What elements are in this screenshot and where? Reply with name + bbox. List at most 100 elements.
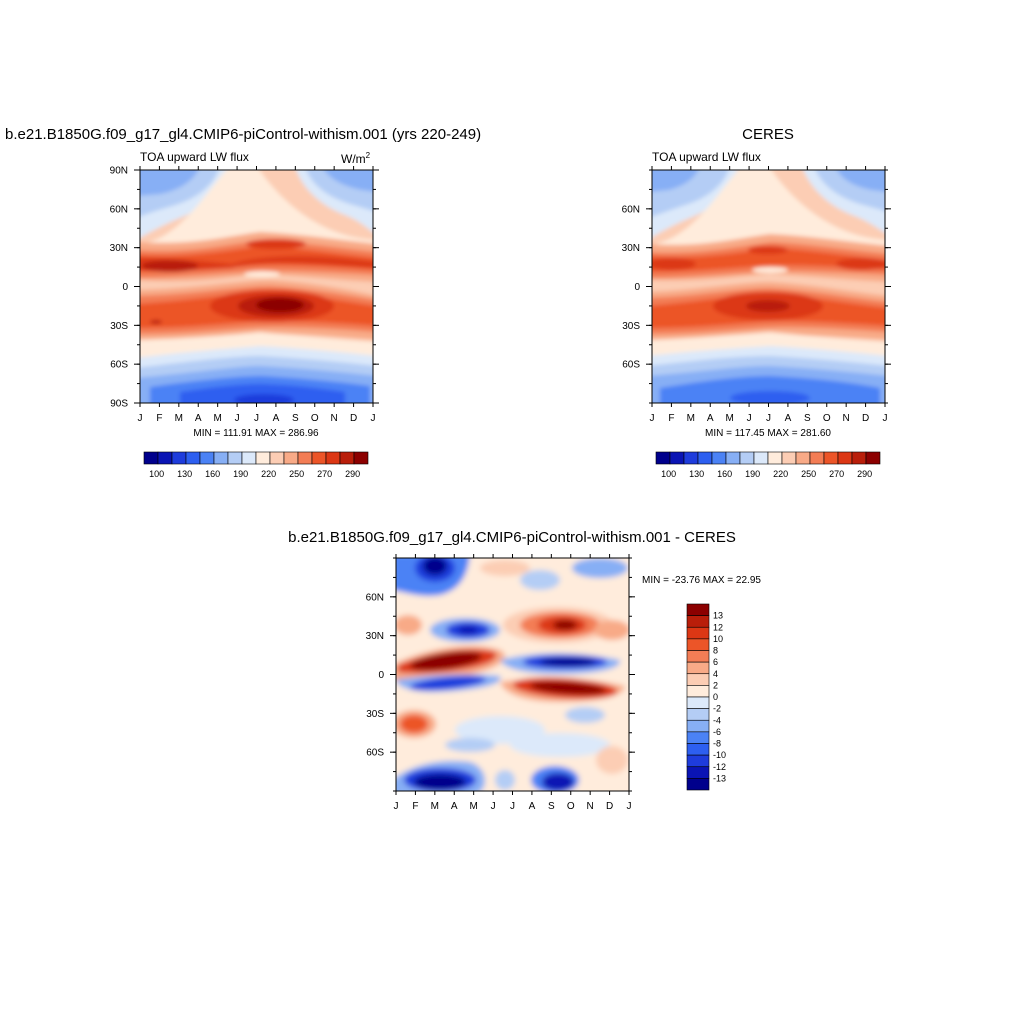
model-title: b.e21.B1850G.f09_g17_gl4.CMIP6-piControl… — [5, 126, 481, 143]
colorbar-label: -8 — [713, 739, 721, 749]
colorbar-swatch — [686, 719, 710, 733]
colorbar-swatch — [353, 451, 369, 465]
colorbar-label: 8 — [713, 646, 718, 656]
colorbar-swatch — [241, 451, 257, 465]
diff-contour-field — [396, 558, 629, 791]
x-tick-label: J — [394, 801, 399, 812]
y-tick-label: 30N — [622, 243, 640, 254]
x-tick-label: J — [883, 413, 888, 424]
colorbar-swatch — [686, 615, 710, 628]
x-tick-label: O — [567, 801, 575, 812]
y-tick-label: 0 — [378, 670, 384, 681]
x-tick-label: M — [687, 413, 695, 424]
model-minmax: MIN = 111.91 MAX = 286.96 — [193, 428, 319, 439]
colorbar-swatch — [311, 451, 327, 465]
colorbar-swatch — [185, 451, 201, 465]
x-tick-label: O — [311, 413, 319, 424]
x-tick-label: N — [587, 801, 594, 812]
diff-minmax: MIN = -23.76 MAX = 22.95 — [642, 575, 761, 586]
model-colorbar: 100 130 160 190 220 250 270 290 — [143, 451, 369, 479]
x-tick-label: J — [138, 413, 143, 424]
obs-left-label: TOA upward LW flux — [652, 150, 761, 164]
x-tick-label: M — [213, 413, 221, 424]
colorbar-label: 290 — [345, 469, 360, 479]
x-tick-label: A — [195, 413, 202, 424]
colorbar-swatch — [686, 708, 710, 721]
colorbar-swatch — [686, 743, 710, 756]
colorbar-swatch — [686, 626, 710, 640]
colorbar-swatch — [143, 451, 159, 465]
colorbar-swatch — [297, 451, 313, 465]
colorbar-label: 100 — [149, 469, 164, 479]
x-tick-label: N — [331, 413, 338, 424]
colorbar-swatch — [686, 685, 710, 698]
colorbar-label: 100 — [661, 469, 676, 479]
model-left-label: TOA upward LW flux — [140, 150, 249, 164]
x-tick-label: J — [510, 801, 515, 812]
diff-title: b.e21.B1850G.f09_g17_gl4.CMIP6-piControl… — [288, 529, 736, 546]
x-tick-label: D — [862, 413, 869, 424]
obs-colorbar: 100 130 160 190 220 250 270 290 — [655, 451, 881, 479]
colorbar-swatch — [283, 451, 299, 465]
colorbar-swatch — [686, 754, 710, 768]
colorbar-swatch — [697, 451, 713, 465]
x-tick-label: N — [843, 413, 850, 424]
y-tick-label: 60S — [366, 748, 384, 759]
colorbar-label: -2 — [713, 704, 721, 714]
colorbar-swatch — [753, 451, 769, 465]
x-tick-label: O — [823, 413, 831, 424]
model-contour-field — [140, 170, 373, 403]
colorbar-swatch — [781, 451, 797, 465]
colorbar-swatch — [686, 650, 710, 663]
obs-panel: CERES TOA upward LW flux — [622, 126, 891, 479]
x-tick-label: A — [707, 413, 714, 424]
colorbar-label: -10 — [713, 750, 726, 760]
x-tick-label: F — [412, 801, 418, 812]
colorbar-label: 12 — [713, 622, 723, 632]
colorbar-label: 130 — [177, 469, 192, 479]
x-tick-label: F — [668, 413, 674, 424]
diff-panel: b.e21.B1850G.f09_g17_gl4.CMIP6-piControl… — [288, 529, 761, 812]
y-tick-label: 30S — [366, 709, 384, 720]
colorbar-swatch — [686, 603, 710, 616]
colorbar-swatch — [339, 451, 355, 465]
colorbar-swatch — [686, 778, 710, 791]
x-tick-label: A — [785, 413, 792, 424]
x-tick-label: S — [548, 801, 555, 812]
colorbar-label: 270 — [829, 469, 844, 479]
obs-minmax: MIN = 117.45 MAX = 281.60 — [705, 428, 831, 439]
colorbar-label: -4 — [713, 715, 721, 725]
x-tick-label: J — [650, 413, 655, 424]
colorbar-swatch — [227, 451, 243, 465]
colorbar-swatch — [683, 451, 699, 465]
x-tick-label: S — [804, 413, 811, 424]
x-tick-label: A — [529, 801, 536, 812]
colorbar-swatch — [655, 451, 671, 465]
colorbar-swatch — [325, 451, 341, 465]
x-tick-label: M — [431, 801, 439, 812]
colorbar-label: 130 — [689, 469, 704, 479]
colorbar-label: 190 — [745, 469, 760, 479]
colorbar-swatch — [171, 451, 187, 465]
colorbar-label: 270 — [317, 469, 332, 479]
x-tick-label: S — [292, 413, 299, 424]
x-tick-label: M — [725, 413, 733, 424]
colorbar-swatch — [157, 451, 173, 465]
x-tick-label: M — [469, 801, 477, 812]
x-tick-label: J — [254, 413, 259, 424]
y-tick-label: 0 — [122, 282, 128, 293]
colorbar-label: 4 — [713, 669, 718, 679]
x-tick-label: A — [273, 413, 280, 424]
y-tick-label: 90S — [110, 399, 128, 410]
obs-title: CERES — [742, 126, 794, 143]
y-tick-label: 60N — [110, 204, 128, 215]
y-tick-label: 30S — [110, 321, 128, 332]
colorbar-label: 160 — [717, 469, 732, 479]
x-tick-label: J — [491, 801, 496, 812]
x-tick-label: J — [235, 413, 240, 424]
y-tick-label: 30N — [110, 243, 128, 254]
colorbar-swatch — [686, 731, 710, 744]
colorbar-swatch — [686, 766, 710, 779]
model-units-exp: 2 — [366, 151, 371, 160]
